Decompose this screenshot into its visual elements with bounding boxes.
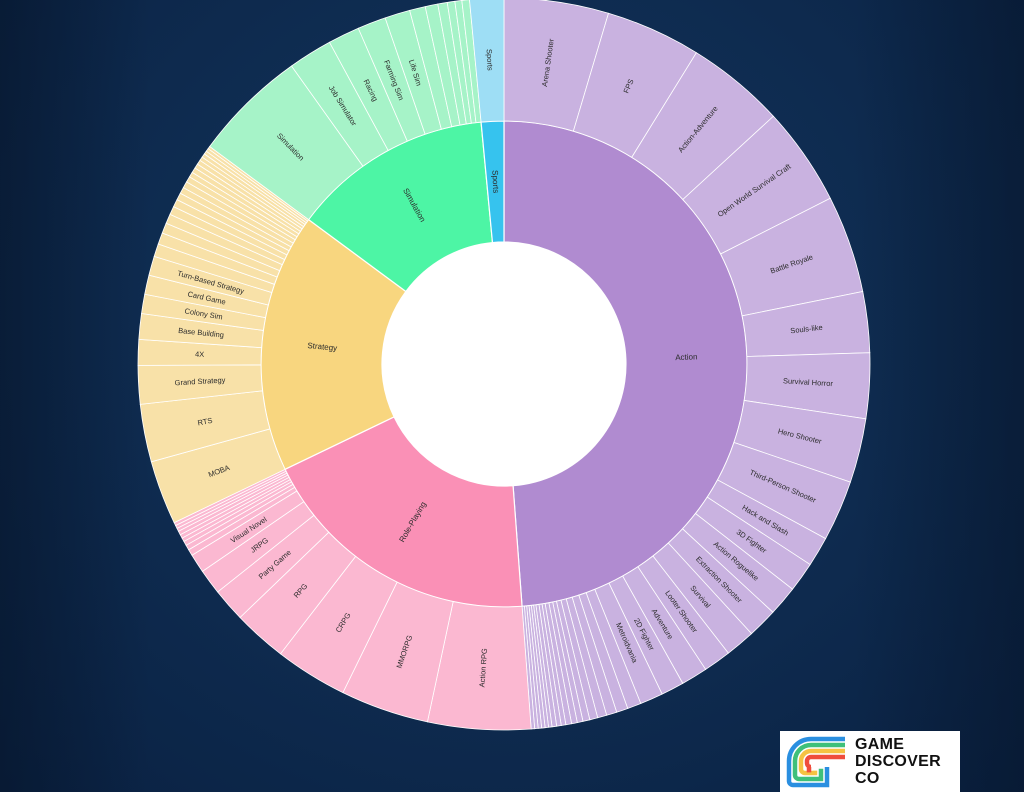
logo-stripe-2 [792, 742, 845, 781]
logo-stripe-4 [804, 754, 845, 772]
logo-stripe-3 [798, 748, 845, 775]
background-shade-right [854, 0, 1024, 792]
logo-line-2: DISCOVER [855, 753, 941, 770]
label-strategy: Strategy [307, 341, 338, 353]
label-sports: Sports [490, 170, 500, 194]
logo-line-1: GAME [855, 736, 905, 753]
logo-line-3: CO [855, 770, 880, 787]
logo-wordmark: GAME DISCOVER CO [855, 736, 941, 787]
label-action: Action [675, 352, 698, 362]
label-grand-strategy: Grand Strategy [174, 375, 226, 387]
label-action-rpg: Action RPG [477, 648, 489, 688]
label-rts: RTS [197, 416, 213, 428]
label-sports: Sports [485, 49, 495, 71]
label-4x: 4X [195, 350, 204, 359]
label-souls-like: Souls-like [790, 323, 823, 336]
logo-mark-icon [786, 736, 845, 787]
slice-sports[interactable] [469, 0, 505, 123]
chart-center-hole [382, 242, 626, 486]
game-discover-co-logo: GAME DISCOVER CO [780, 731, 960, 792]
logo-stripe-1 [786, 736, 845, 787]
label-survival-horror: Survival Horror [783, 376, 834, 388]
background-shade-left [0, 0, 150, 792]
